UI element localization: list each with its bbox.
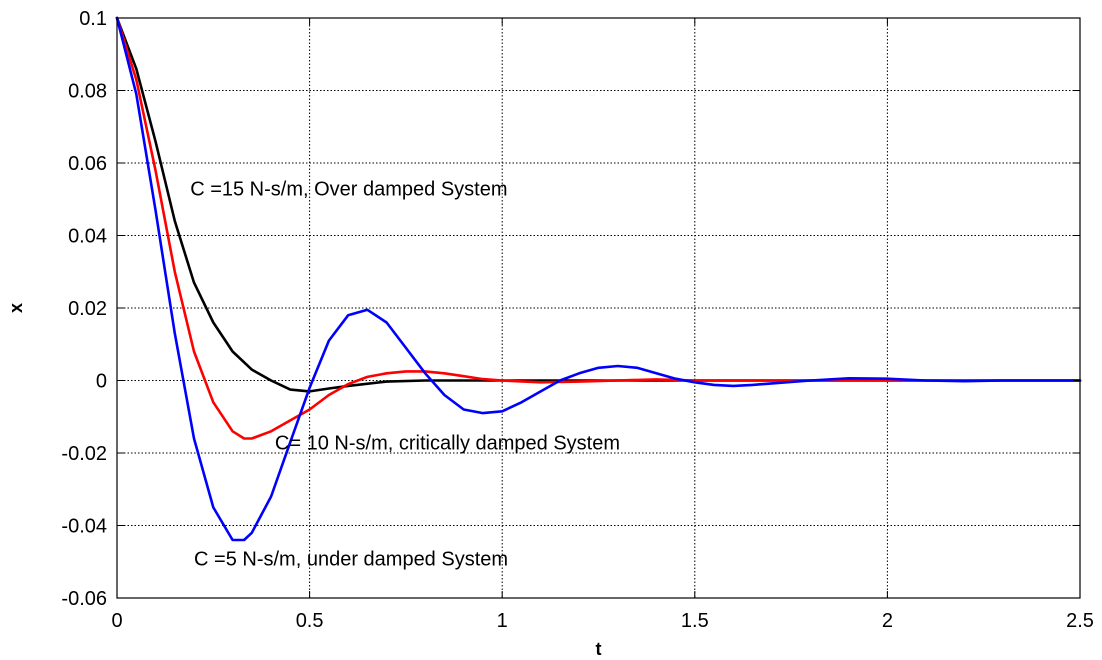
y-tick-label: -0.06 xyxy=(61,588,107,610)
y-tick-label: 0 xyxy=(96,371,107,393)
x-tick-label: 0 xyxy=(111,610,122,632)
x-tick-label: 1.5 xyxy=(681,610,709,632)
series-line-1 xyxy=(115,16,1082,440)
y-tick-label: 0.04 xyxy=(68,226,107,248)
annotation-2: C =5 N-s/m, under damped System xyxy=(194,548,508,570)
y-tick-label: 0.08 xyxy=(68,81,107,103)
x-tick-label: 2 xyxy=(882,610,893,632)
tick-labels: 0 0.5 1 1.5 2 2.5 -0.06 -0.04 -0.02 0 0.02 0.04 0.06… xyxy=(61,8,1094,632)
y-tick-label: 0.1 xyxy=(79,8,107,30)
y-tick-label: 0.02 xyxy=(68,298,107,320)
axis-ticks xyxy=(116,17,1081,599)
y-tick-label: -0.04 xyxy=(61,516,107,538)
grid-lines xyxy=(117,18,1080,598)
annotations: C =15 N-s/m, Over damped System C= 10 N-s… xyxy=(190,179,620,571)
x-tick-label: 2.5 xyxy=(1066,610,1094,632)
x-tick-label: 1 xyxy=(497,610,508,632)
y-tick-label: -0.02 xyxy=(61,443,107,465)
y-tick-label: 0.06 xyxy=(68,153,107,175)
x-tick-label: 0.5 xyxy=(296,610,324,632)
annotation-1: C= 10 N-s/m, critically damped System xyxy=(275,432,620,454)
y-axis-title: x xyxy=(6,303,26,313)
series-line-2 xyxy=(115,16,1082,542)
annotation-0: C =15 N-s/m, Over damped System xyxy=(190,179,507,201)
series-line-0 xyxy=(115,16,1082,393)
x-axis-title: t xyxy=(596,639,602,659)
series-lines xyxy=(115,16,1082,542)
